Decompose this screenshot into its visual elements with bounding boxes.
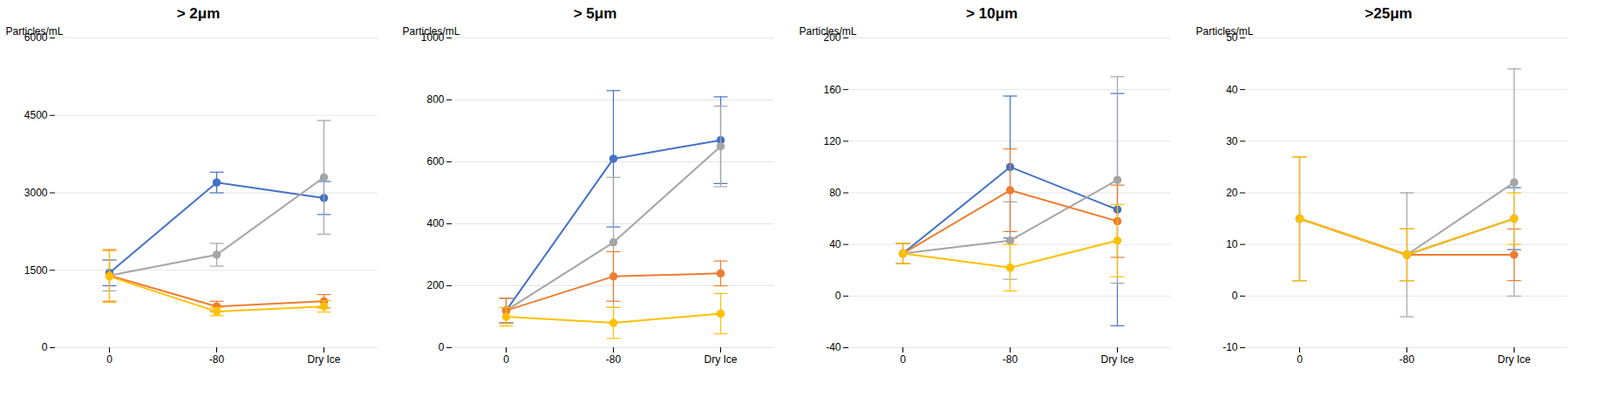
svg-text:20: 20 <box>1225 186 1239 199</box>
svg-text:Dry Ice: Dry Ice <box>703 353 737 366</box>
html-text:> 5μm: > 5μm <box>573 5 617 22</box>
html-text:>25μm: >25μm <box>1364 5 1413 22</box>
svg-text:600: 600 <box>426 155 444 168</box>
svg-text:50: 50 <box>1225 31 1238 44</box>
svg-text:1000: 1000 <box>420 31 444 44</box>
svg-text:0: 0 <box>1231 289 1238 302</box>
svg-text:-10: -10 <box>1222 340 1239 354</box>
svg-text:80: 80 <box>829 186 842 199</box>
svg-text:0: 0 <box>106 353 113 366</box>
svg-text:160: 160 <box>823 83 841 96</box>
svg-text:0: 0 <box>503 353 510 366</box>
svg-text:40: 40 <box>1225 83 1239 96</box>
svg-text:Dry Ice: Dry Ice <box>306 353 341 366</box>
svg-text:6000: 6000 <box>23 31 48 44</box>
svg-text:30: 30 <box>1225 135 1239 148</box>
html-text:> 2μm: > 2μm <box>176 5 220 22</box>
svg-text:200: 200 <box>823 31 841 44</box>
svg-text:3000: 3000 <box>23 186 48 199</box>
svg-text:Particles/mL: Particles/mL <box>5 25 63 38</box>
svg-text:200: 200 <box>426 279 444 292</box>
svg-text:120: 120 <box>823 135 841 148</box>
svg-text:Particles/mL: Particles/mL <box>798 25 857 38</box>
svg-text:-80: -80 <box>208 353 225 366</box>
svg-text:-40: -40 <box>825 340 842 354</box>
svg-text:40: 40 <box>829 238 842 251</box>
svg-text:0: 0 <box>437 340 444 354</box>
svg-text:Particles/mL: Particles/mL <box>401 25 460 38</box>
svg-text:Dry Ice: Dry Ice <box>1497 353 1531 366</box>
html-text:> 10μm: > 10μm <box>966 5 1018 22</box>
svg-text:10: 10 <box>1225 238 1239 251</box>
svg-text:1500: 1500 <box>23 264 48 277</box>
svg-text:0: 0 <box>899 353 906 366</box>
svg-text:4500: 4500 <box>23 108 48 122</box>
svg-text:-80: -80 <box>1001 353 1018 366</box>
svg-text:-80: -80 <box>1398 353 1415 366</box>
svg-text:0: 0 <box>1296 353 1303 366</box>
svg-text:0: 0 <box>834 289 841 302</box>
svg-text:Dry Ice: Dry Ice <box>1100 353 1134 366</box>
svg-text:-80: -80 <box>605 353 621 366</box>
svg-text:400: 400 <box>426 217 444 230</box>
svg-text:0: 0 <box>40 340 48 354</box>
svg-text:800: 800 <box>426 93 444 106</box>
svg-text:Particles/mL: Particles/mL <box>1195 25 1253 38</box>
